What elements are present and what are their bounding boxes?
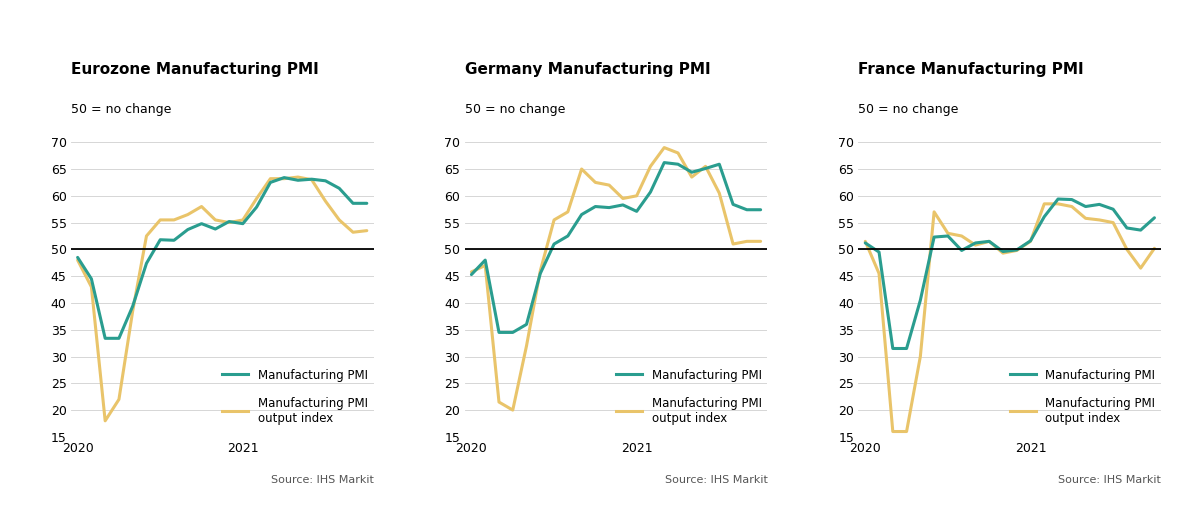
Legend: Manufacturing PMI, Manufacturing PMI
output index: Manufacturing PMI, Manufacturing PMI out…	[1010, 369, 1155, 425]
Text: 50 = no change: 50 = no change	[465, 103, 565, 116]
Text: Source: IHS Markit: Source: IHS Markit	[665, 475, 768, 485]
Text: Germany Manufacturing PMI: Germany Manufacturing PMI	[465, 62, 710, 77]
Legend: Manufacturing PMI, Manufacturing PMI
output index: Manufacturing PMI, Manufacturing PMI out…	[223, 369, 368, 425]
Text: France Manufacturing PMI: France Manufacturing PMI	[858, 62, 1084, 77]
Text: Source: IHS Markit: Source: IHS Markit	[1059, 475, 1161, 485]
Text: Eurozone Manufacturing PMI: Eurozone Manufacturing PMI	[71, 62, 318, 77]
Legend: Manufacturing PMI, Manufacturing PMI
output index: Manufacturing PMI, Manufacturing PMI out…	[617, 369, 762, 425]
Text: 50 = no change: 50 = no change	[858, 103, 959, 116]
Text: 50 = no change: 50 = no change	[71, 103, 171, 116]
Text: Source: IHS Markit: Source: IHS Markit	[271, 475, 374, 485]
